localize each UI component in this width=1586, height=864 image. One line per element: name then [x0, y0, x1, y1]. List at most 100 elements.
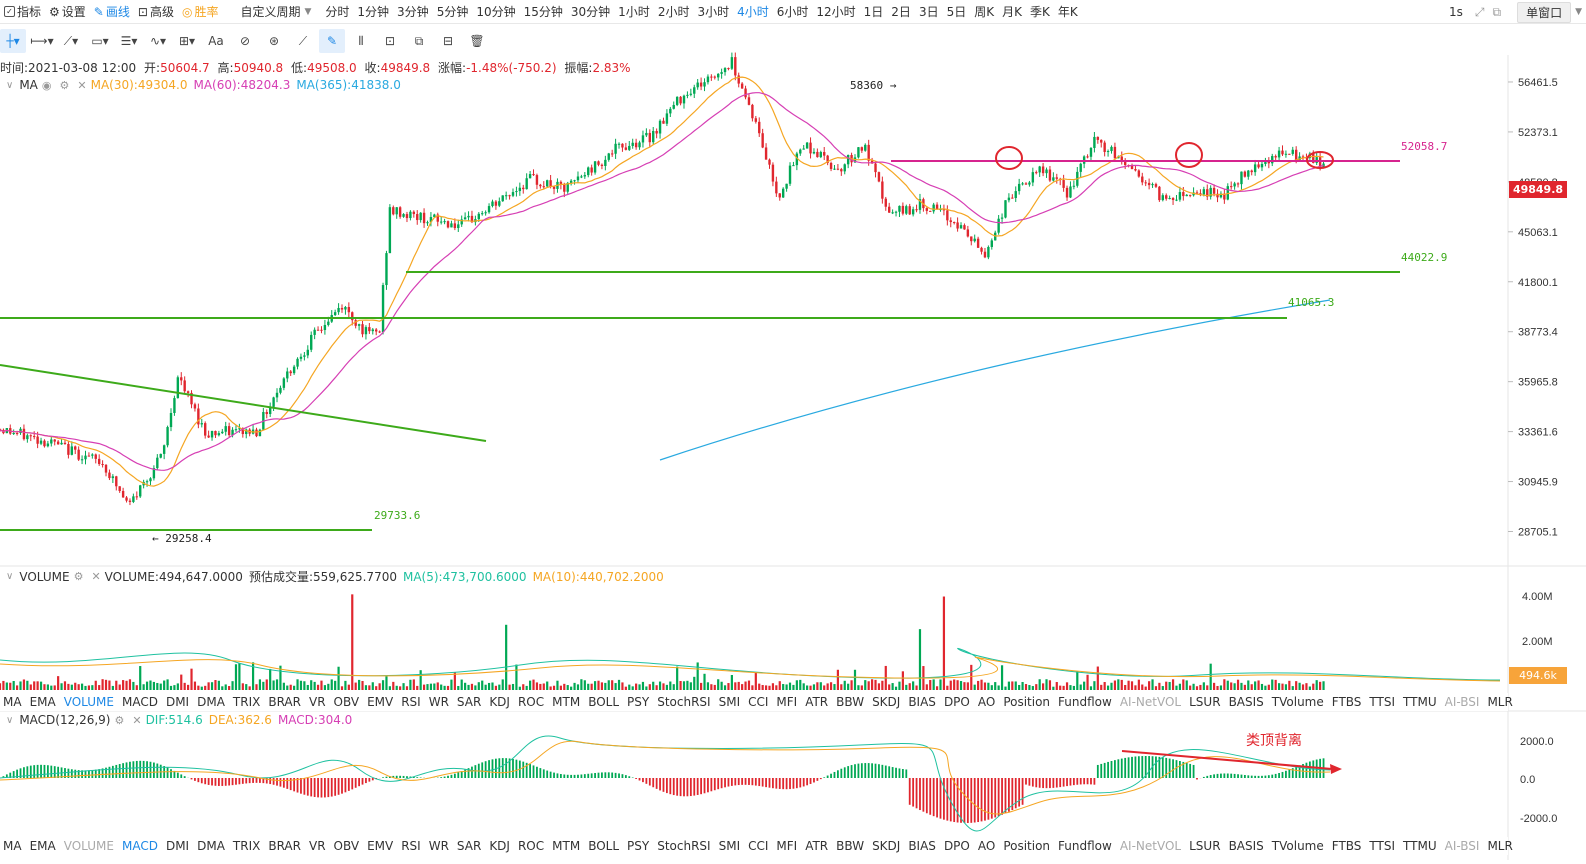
indicator-tab-cci[interactable]: CCI: [748, 839, 769, 853]
indicator-tab-dma[interactable]: DMA: [197, 695, 225, 709]
period-2[interactable]: 3分钟: [397, 5, 429, 19]
period-15[interactable]: 3日: [918, 5, 939, 19]
screenshot-icon[interactable]: ⧉: [1492, 4, 1502, 19]
indicator-tab-dpo[interactable]: DPO: [943, 695, 970, 709]
period-5[interactable]: 15分钟: [523, 5, 563, 19]
indicator-tab-boll[interactable]: BOLL: [588, 839, 620, 853]
period-19[interactable]: 季K: [1029, 5, 1050, 19]
indicator-tab-wr[interactable]: WR: [428, 839, 449, 853]
indicator-tab-stochrsi[interactable]: StochRSI: [657, 695, 711, 709]
eye-icon[interactable]: ◉: [41, 78, 52, 92]
fullscreen-icon[interactable]: ⤢: [1474, 4, 1485, 19]
indicator-tab-vr[interactable]: VR: [308, 695, 326, 709]
indicator-tab-mlr[interactable]: MLR: [1487, 839, 1513, 853]
period-0[interactable]: 分时: [325, 5, 350, 19]
text-icon[interactable]: Aa: [208, 34, 224, 48]
template-icon[interactable]: ⊟: [442, 34, 454, 48]
period-8[interactable]: 2小时: [657, 5, 690, 19]
indicator-tab-basis[interactable]: BASIS: [1228, 839, 1264, 853]
indicator-tab-ao[interactable]: AO: [977, 695, 996, 709]
indicator-tab-ttsi[interactable]: TTSI: [1369, 839, 1396, 853]
indicator-tab-ai-netvol[interactable]: AI-NetVOL: [1119, 695, 1182, 709]
chevron-down-icon[interactable]: ▼: [1575, 7, 1582, 17]
pattern-icon[interactable]: ⊘: [239, 34, 251, 48]
gear-icon[interactable]: ⚙: [59, 78, 70, 92]
period-3[interactable]: 5分钟: [436, 5, 469, 19]
indicator-tab-dpo[interactable]: DPO: [943, 839, 970, 853]
indicator-tab-mtm[interactable]: MTM: [552, 695, 581, 709]
period-12[interactable]: 12小时: [816, 5, 856, 19]
indicator-tab-trix[interactable]: TRIX: [232, 695, 261, 709]
close-icon[interactable]: ✕: [132, 713, 142, 727]
indicator-tab-kdj[interactable]: KDJ: [489, 839, 510, 853]
fib-icon[interactable]: ⊞▾: [178, 34, 196, 48]
indicator-tab-skdj[interactable]: SKDJ: [872, 695, 901, 709]
custom-period-dropdown[interactable]: 自定义周期 ▼: [240, 5, 312, 19]
period-7[interactable]: 1小时: [618, 5, 650, 19]
indicator-tab-trix[interactable]: TRIX: [232, 839, 261, 853]
horizontal-ray-icon[interactable]: ⟼▾: [30, 34, 54, 48]
indicator-tab-dma[interactable]: DMA: [197, 839, 225, 853]
indicator-tab-ao[interactable]: AO: [977, 839, 996, 853]
indicator-tab-ttmu[interactable]: TTMU: [1403, 839, 1437, 853]
indicator-tab-lsur[interactable]: LSUR: [1189, 839, 1221, 853]
period-6[interactable]: 30分钟: [570, 5, 611, 19]
wave-icon[interactable]: ∿▾: [149, 34, 167, 48]
indicator-tab-smi[interactable]: SMI: [718, 839, 741, 853]
indicator-tab-rsi[interactable]: RSI: [401, 839, 421, 853]
indicator-tab-atr[interactable]: ATR: [805, 839, 829, 853]
interval-label[interactable]: 1s: [1448, 5, 1463, 19]
trendline-icon[interactable]: ⟋▾: [63, 33, 79, 48]
indicator-tab-mfi[interactable]: MFI: [776, 839, 798, 853]
indicator-tab-ai-netvol[interactable]: AI-NetVOL: [1119, 839, 1182, 853]
indicator-tab-stochrsi[interactable]: StochRSI: [657, 839, 711, 853]
period-11[interactable]: 6小时: [776, 5, 809, 19]
draw-mode-icon[interactable]: ✎: [319, 29, 345, 53]
indicator-tab-obv[interactable]: OBV: [333, 839, 360, 853]
period-13[interactable]: 1日: [863, 5, 884, 19]
indicator-tab-boll[interactable]: BOLL: [588, 695, 620, 709]
draw-button[interactable]: ✎ 画线: [93, 4, 130, 20]
period-14[interactable]: 2日: [891, 5, 911, 19]
close-icon[interactable]: ✕: [77, 78, 87, 92]
settings-button[interactable]: ⚙ 设置: [49, 4, 86, 20]
indicator-tab-emv[interactable]: EMV: [367, 695, 394, 709]
indicator-tab-mlr[interactable]: MLR: [1487, 695, 1513, 709]
indicator-tab-ai-bsi[interactable]: AI-BSI: [1444, 839, 1480, 853]
indicator-tab-volume[interactable]: VOLUME: [63, 695, 114, 709]
indicator-tab-mtm[interactable]: MTM: [552, 839, 581, 853]
hide-drawings-icon[interactable]: ⦀: [358, 33, 364, 48]
period-9[interactable]: 3小时: [697, 5, 730, 19]
indicator-tab-ema[interactable]: EMA: [29, 839, 56, 853]
gear-icon[interactable]: ⚙: [114, 713, 125, 727]
collapse-icon[interactable]: ∨: [6, 79, 14, 91]
indicator-tab-fundflow[interactable]: Fundflow: [1058, 695, 1112, 709]
indicator-tab-volume[interactable]: VOLUME: [63, 839, 114, 853]
period-16[interactable]: 5日: [946, 5, 967, 19]
indicator-tab-dmi[interactable]: DMI: [165, 839, 190, 853]
indicator-tab-ai-bsi[interactable]: AI-BSI: [1444, 695, 1480, 709]
trash-icon[interactable]: 🗑: [469, 34, 485, 48]
period-4[interactable]: 10分钟: [476, 5, 516, 19]
indicator-tab-emv[interactable]: EMV: [367, 839, 394, 853]
indicator-tab-bbw[interactable]: BBW: [836, 839, 865, 853]
indicator-tab-macd[interactable]: MACD: [121, 839, 158, 853]
indicator-tab-rsi[interactable]: RSI: [401, 695, 421, 709]
lock-drawings-icon[interactable]: ⊡: [384, 34, 396, 48]
indicator-tab-roc[interactable]: ROC: [517, 695, 545, 709]
indicator-tab-smi[interactable]: SMI: [718, 695, 741, 709]
crosshair-icon[interactable]: ┼▾: [0, 29, 26, 53]
indicator-tab-position[interactable]: Position: [1003, 695, 1051, 709]
indicator-tab-ema[interactable]: EMA: [29, 695, 56, 709]
indicator-tab-brar[interactable]: BRAR: [268, 839, 301, 853]
indicator-tab-tvolume[interactable]: TVolume: [1271, 695, 1324, 709]
indicator-tab-wr[interactable]: WR: [428, 695, 449, 709]
indicators-button[interactable]: ✓ 指标: [4, 3, 41, 20]
indicator-tab-position[interactable]: Position: [1003, 839, 1051, 853]
indicator-tab-atr[interactable]: ATR: [805, 695, 829, 709]
gear-icon[interactable]: ⚙: [73, 570, 84, 583]
rectangle-icon[interactable]: ▭▾: [91, 34, 109, 48]
close-icon[interactable]: ✕: [91, 570, 101, 583]
indicator-tab-bias[interactable]: BIAS: [908, 839, 936, 853]
advanced-button[interactable]: ⊡ 高级: [137, 4, 174, 20]
